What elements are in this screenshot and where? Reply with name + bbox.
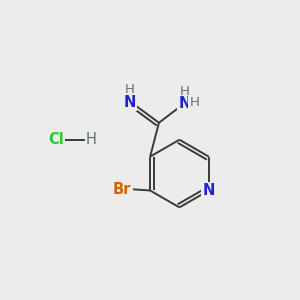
Text: N: N: [202, 183, 215, 198]
Text: Cl: Cl: [48, 132, 64, 147]
Text: H: H: [189, 96, 199, 109]
Text: H: H: [124, 83, 134, 96]
Text: N: N: [178, 96, 191, 111]
Text: H: H: [86, 132, 97, 147]
Text: Br: Br: [113, 182, 131, 196]
Text: H: H: [180, 85, 190, 98]
Text: N: N: [123, 95, 136, 110]
